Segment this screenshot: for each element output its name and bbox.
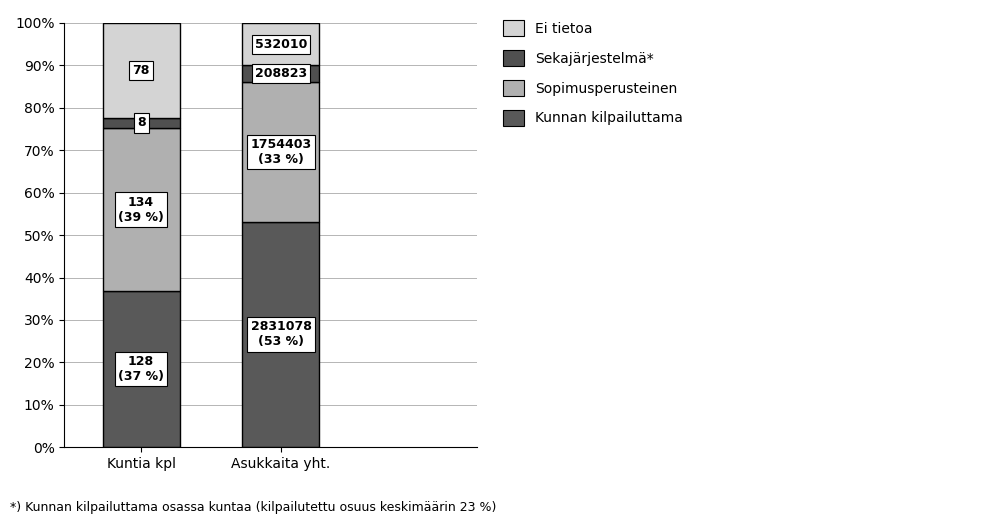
Text: 532010: 532010 <box>255 38 308 51</box>
Bar <box>242 222 320 447</box>
Legend: Ei tietoa, Sekajärjestelmä*, Sopimusperusteinen, Kunnan kilpailuttama: Ei tietoa, Sekajärjestelmä*, Sopimusperu… <box>497 14 688 131</box>
Bar <box>102 128 179 291</box>
Text: 78: 78 <box>132 64 150 77</box>
Text: 2831078
(53 %): 2831078 (53 %) <box>250 321 312 348</box>
Text: 128
(37 %): 128 (37 %) <box>118 355 164 383</box>
Text: 134
(39 %): 134 (39 %) <box>118 195 164 223</box>
Bar <box>102 118 179 128</box>
Bar <box>102 23 179 118</box>
Bar <box>242 65 320 82</box>
Bar <box>242 82 320 222</box>
Text: 1754403
(33 %): 1754403 (33 %) <box>250 138 312 166</box>
Bar <box>102 291 179 447</box>
Text: 8: 8 <box>137 116 145 129</box>
Text: *) Kunnan kilpailuttama osassa kuntaa (kilpailutettu osuus keskimäärin 23 %): *) Kunnan kilpailuttama osassa kuntaa (k… <box>10 501 496 514</box>
Text: 208823: 208823 <box>255 67 307 80</box>
Bar <box>242 23 320 65</box>
